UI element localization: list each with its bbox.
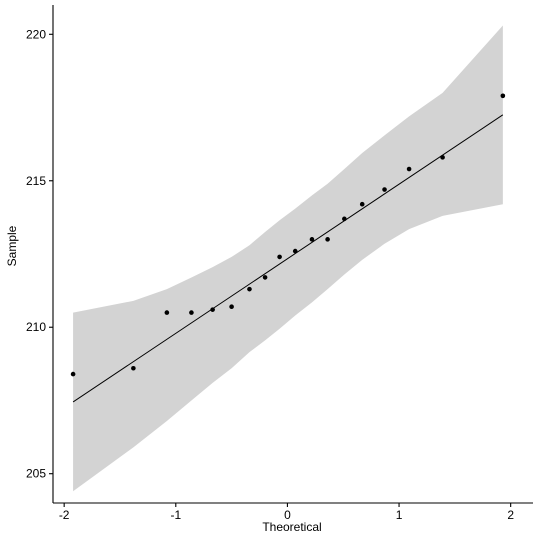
data-point	[131, 365, 136, 371]
y-axis-title: Sample	[5, 225, 19, 266]
y-tick-label: 220	[26, 27, 46, 41]
data-point	[325, 237, 330, 242]
data-point	[262, 275, 268, 280]
data-point	[229, 304, 234, 310]
data-point	[342, 216, 347, 222]
data-point	[292, 248, 298, 254]
data-point	[210, 307, 215, 312]
data-point	[382, 187, 387, 192]
x-tick-label: 0	[284, 508, 291, 522]
data-point	[500, 93, 506, 99]
x-tick-label: -1	[170, 508, 181, 522]
data-point	[247, 286, 252, 292]
data-point	[359, 201, 365, 207]
data-point	[189, 310, 194, 315]
data-point	[309, 237, 315, 242]
y-tick-label: 205	[26, 467, 46, 481]
data-point	[164, 310, 170, 315]
data-point	[277, 254, 282, 260]
point-layer	[70, 93, 506, 377]
x-tick-label: 1	[396, 508, 403, 522]
data-point	[406, 166, 412, 172]
axis-layer: -2 -1 0 1 2 205 210 215 220	[26, 5, 533, 522]
reference-line	[72, 114, 504, 403]
line-layer	[72, 114, 504, 403]
data-point	[70, 371, 76, 377]
x-axis-title: Theoretical	[262, 520, 321, 534]
y-tick-label: 210	[26, 320, 46, 334]
x-tick-label: 2	[507, 508, 514, 522]
y-tick-label: 215	[26, 174, 46, 188]
data-point	[440, 155, 445, 160]
x-tick-label: -2	[59, 508, 70, 522]
